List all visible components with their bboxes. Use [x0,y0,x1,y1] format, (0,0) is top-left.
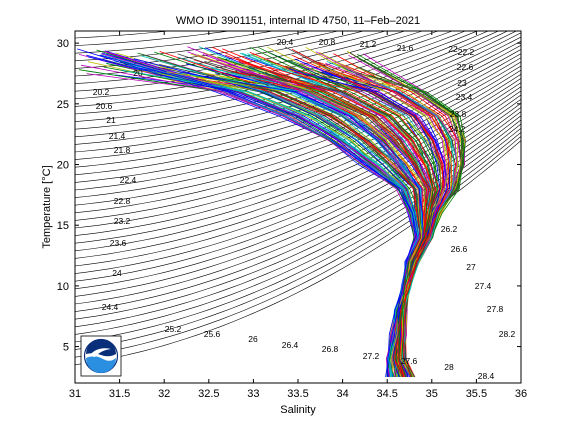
density-contour-label: 22 [448,44,458,54]
density-contour-label: 28.2 [499,329,516,339]
density-contour-label: 20.4 [277,37,294,47]
density-contour-label: 23.8 [450,109,467,119]
density-contour-label: 20.2 [93,87,110,97]
density-contour [75,78,521,252]
x-tick-label: 31.5 [109,388,130,400]
noaa-logo [80,335,122,377]
y-tick-label: 30 [57,38,69,50]
y-axis-ticks: 5 10 15 20 25 30 [57,38,521,354]
profile-lines [77,46,466,378]
density-contour-label: 20.6 [96,101,113,111]
density-contour-label: 28.4 [478,371,495,381]
profile-line [159,64,421,377]
y-tick-label: 10 [57,281,69,293]
plot-area [75,31,521,383]
density-contour [75,94,521,282]
profile-line [249,46,434,378]
profile-line [329,66,455,378]
chart-title: WMO ID 3901151, internal ID 4750, 11–Feb… [176,15,420,27]
density-contour-label: 26.6 [451,244,468,254]
density-contour-label: 22.4 [120,175,137,185]
density-contour-label: 22.6 [457,62,474,72]
density-contour-label: 21.4 [109,131,126,141]
density-contour [75,31,275,54]
density-contour-label: 26.2 [441,224,458,234]
profile-line [80,64,417,377]
density-contour-label: 26 [248,334,258,344]
density-contour [75,31,454,115]
y-axis-label: Temperature [°C] [41,165,53,248]
profile-line [99,54,416,377]
x-axis-label: Salinity [280,404,316,416]
x-tick-label: 35.5 [466,388,487,400]
x-tick-label: 36 [515,388,527,400]
density-contour [75,31,406,92]
y-tick-label: 15 [57,220,69,232]
density-contour-label: 22.2 [458,47,475,57]
density-contour-label: 20.8 [319,37,336,47]
density-contour [75,45,521,191]
x-tick-label: 32 [158,388,170,400]
x-tick-label: 34.5 [376,388,397,400]
density-contour [75,61,521,221]
profile-line [225,54,431,378]
density-contour-label: 20 [133,68,143,78]
y-tick-label: 25 [57,99,69,111]
density-contour-label: 23 [457,78,467,88]
density-contour-label: 27.8 [487,304,504,314]
density-contour-label: 21 [106,115,116,125]
density-contour-label: 24.4 [102,302,119,312]
density-contour-label: 26.4 [282,340,299,350]
density-contour [75,49,521,198]
density-contour-label: 23.4 [456,92,473,102]
density-contour-label: 25.6 [204,329,221,339]
density-contour-label: 22.8 [114,196,131,206]
x-tick-label: 31 [69,388,81,400]
density-contour-label: 26.8 [322,344,339,354]
profile-line [166,71,423,378]
x-tick-label: 33.5 [287,388,308,400]
density-contour-label: 21.2 [360,39,377,49]
density-contour-label: 27 [466,262,476,272]
density-contour [75,31,232,46]
density-contour [75,107,521,305]
y-tick-label: 20 [57,160,69,172]
density-contour [75,36,521,176]
density-contour [75,57,521,214]
density-contour-label: 25.2 [165,324,182,334]
density-contour [75,40,521,183]
noaa-logo-bird [89,348,111,357]
density-contour [75,31,172,39]
density-contour-label: 27.6 [401,356,418,366]
density-contour-label: 28 [444,362,454,372]
density-contour-labels: 20 20.2 20.6 21 21.4 21.8 22.4 22.8 23.2 20.4 20.8… [93,37,516,381]
y-tick-label: 5 [63,342,69,354]
x-axis-ticks: 31 31.5 32 32.5 33 33.5 34 34.5 35 35.5 36 [69,31,527,400]
x-tick-label: 34 [336,388,348,400]
density-contour-label: 24.2 [449,124,466,134]
density-contour [75,53,521,206]
density-contour-label: 23.6 [110,238,127,248]
density-contour-label: 24 [112,268,122,278]
x-tick-label: 32.5 [198,388,219,400]
density-contour-label: 27.2 [363,351,380,361]
profile-line [317,61,449,378]
density-contour-label: 27.4 [475,281,492,291]
profile-line [100,53,421,377]
density-contour [75,103,521,297]
profile-line [179,71,424,378]
noaa-logo-wave [86,356,116,373]
profile-line [312,62,451,378]
x-tick-label: 33 [247,388,259,400]
density-contours [75,31,521,366]
profile-line [122,69,419,377]
density-contour [75,82,521,259]
density-contour-label: 23.2 [114,216,131,226]
density-contour-label: 21.8 [114,145,131,155]
density-contour-label: 21.6 [397,43,414,53]
x-tick-label: 35 [426,388,438,400]
